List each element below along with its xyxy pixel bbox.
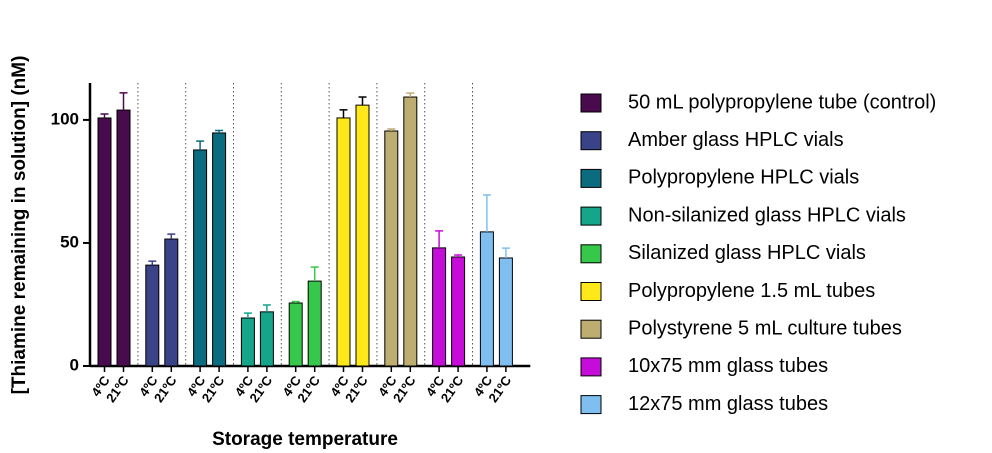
x-axis-title: Storage temperature [212,429,398,450]
legend-label: Amber glass HPLC vials [628,129,844,151]
bar [451,256,466,367]
bar [288,302,303,367]
x-tick-label: 21ºC [294,373,323,406]
bar [336,117,351,367]
y-axis-title: [Thiamine remaining in solution] (nM) [9,56,30,395]
bar [355,104,370,367]
error-bar [262,304,271,312]
bar [193,149,208,367]
legend-swatch [580,131,602,151]
x-tick-label: 21ºC [438,373,467,406]
bar [116,109,131,367]
legend-swatch [580,244,602,264]
error-bar [310,266,319,282]
y-tick-label: 100 [51,109,79,128]
y-tick-label: 50 [60,232,79,251]
error-bar [291,300,300,304]
error-bar [358,96,367,106]
bar [164,238,179,367]
legend-swatch [580,395,602,415]
bar [97,117,112,367]
bar [498,257,513,367]
legend-swatch [580,206,602,226]
legend-swatch [580,319,602,339]
bar [145,264,160,367]
legend-label: Polypropylene HPLC vials [628,167,859,189]
error-bar [501,247,510,258]
x-tick-label: 21ºC [342,373,371,406]
bar [259,311,274,367]
legend-label: Polypropylene 1.5 mL tubes [628,280,875,302]
error-bar [482,194,491,232]
y-tick-label: 0 [70,355,79,374]
x-tick-label: 21ºC [103,373,132,406]
bar [307,280,322,367]
bar [403,96,418,367]
error-bar [215,129,224,133]
legend-swatch [580,93,602,113]
legend-label: 10x75 mm glass tubes [628,355,828,377]
legend-label: 12x75 mm glass tubes [628,393,828,415]
error-bar [196,140,205,150]
bar [212,132,227,367]
bar [479,231,494,367]
legend-label: Polystyrene 5 mL culture tubes [628,317,902,339]
error-bar [243,312,252,319]
legend-swatch [580,357,602,377]
bar [432,247,447,367]
error-bar [100,113,109,118]
bar [240,317,255,367]
error-bar [339,109,348,118]
legend-label: 50 mL polypropylene tube (control) [628,91,936,113]
legend-swatch [580,282,602,301]
x-tick-label: 21ºC [199,373,228,406]
legend-label: Non-silanized glass HPLC vials [628,204,906,226]
error-bar [119,92,128,111]
error-bar [167,233,176,240]
x-tick-label: 21ºC [151,373,180,406]
error-bar [435,230,444,248]
error-bar [406,92,415,98]
bar [384,130,399,367]
legend-swatch [580,168,602,188]
x-tick-label: 21ºC [390,373,419,406]
error-bar [148,260,157,266]
x-tick-label: 21ºC [485,373,514,406]
legend-label: Silanized glass HPLC vials [628,242,866,264]
error-bar [454,254,463,257]
error-bar [387,128,396,131]
x-tick-label: 21ºC [246,373,275,406]
